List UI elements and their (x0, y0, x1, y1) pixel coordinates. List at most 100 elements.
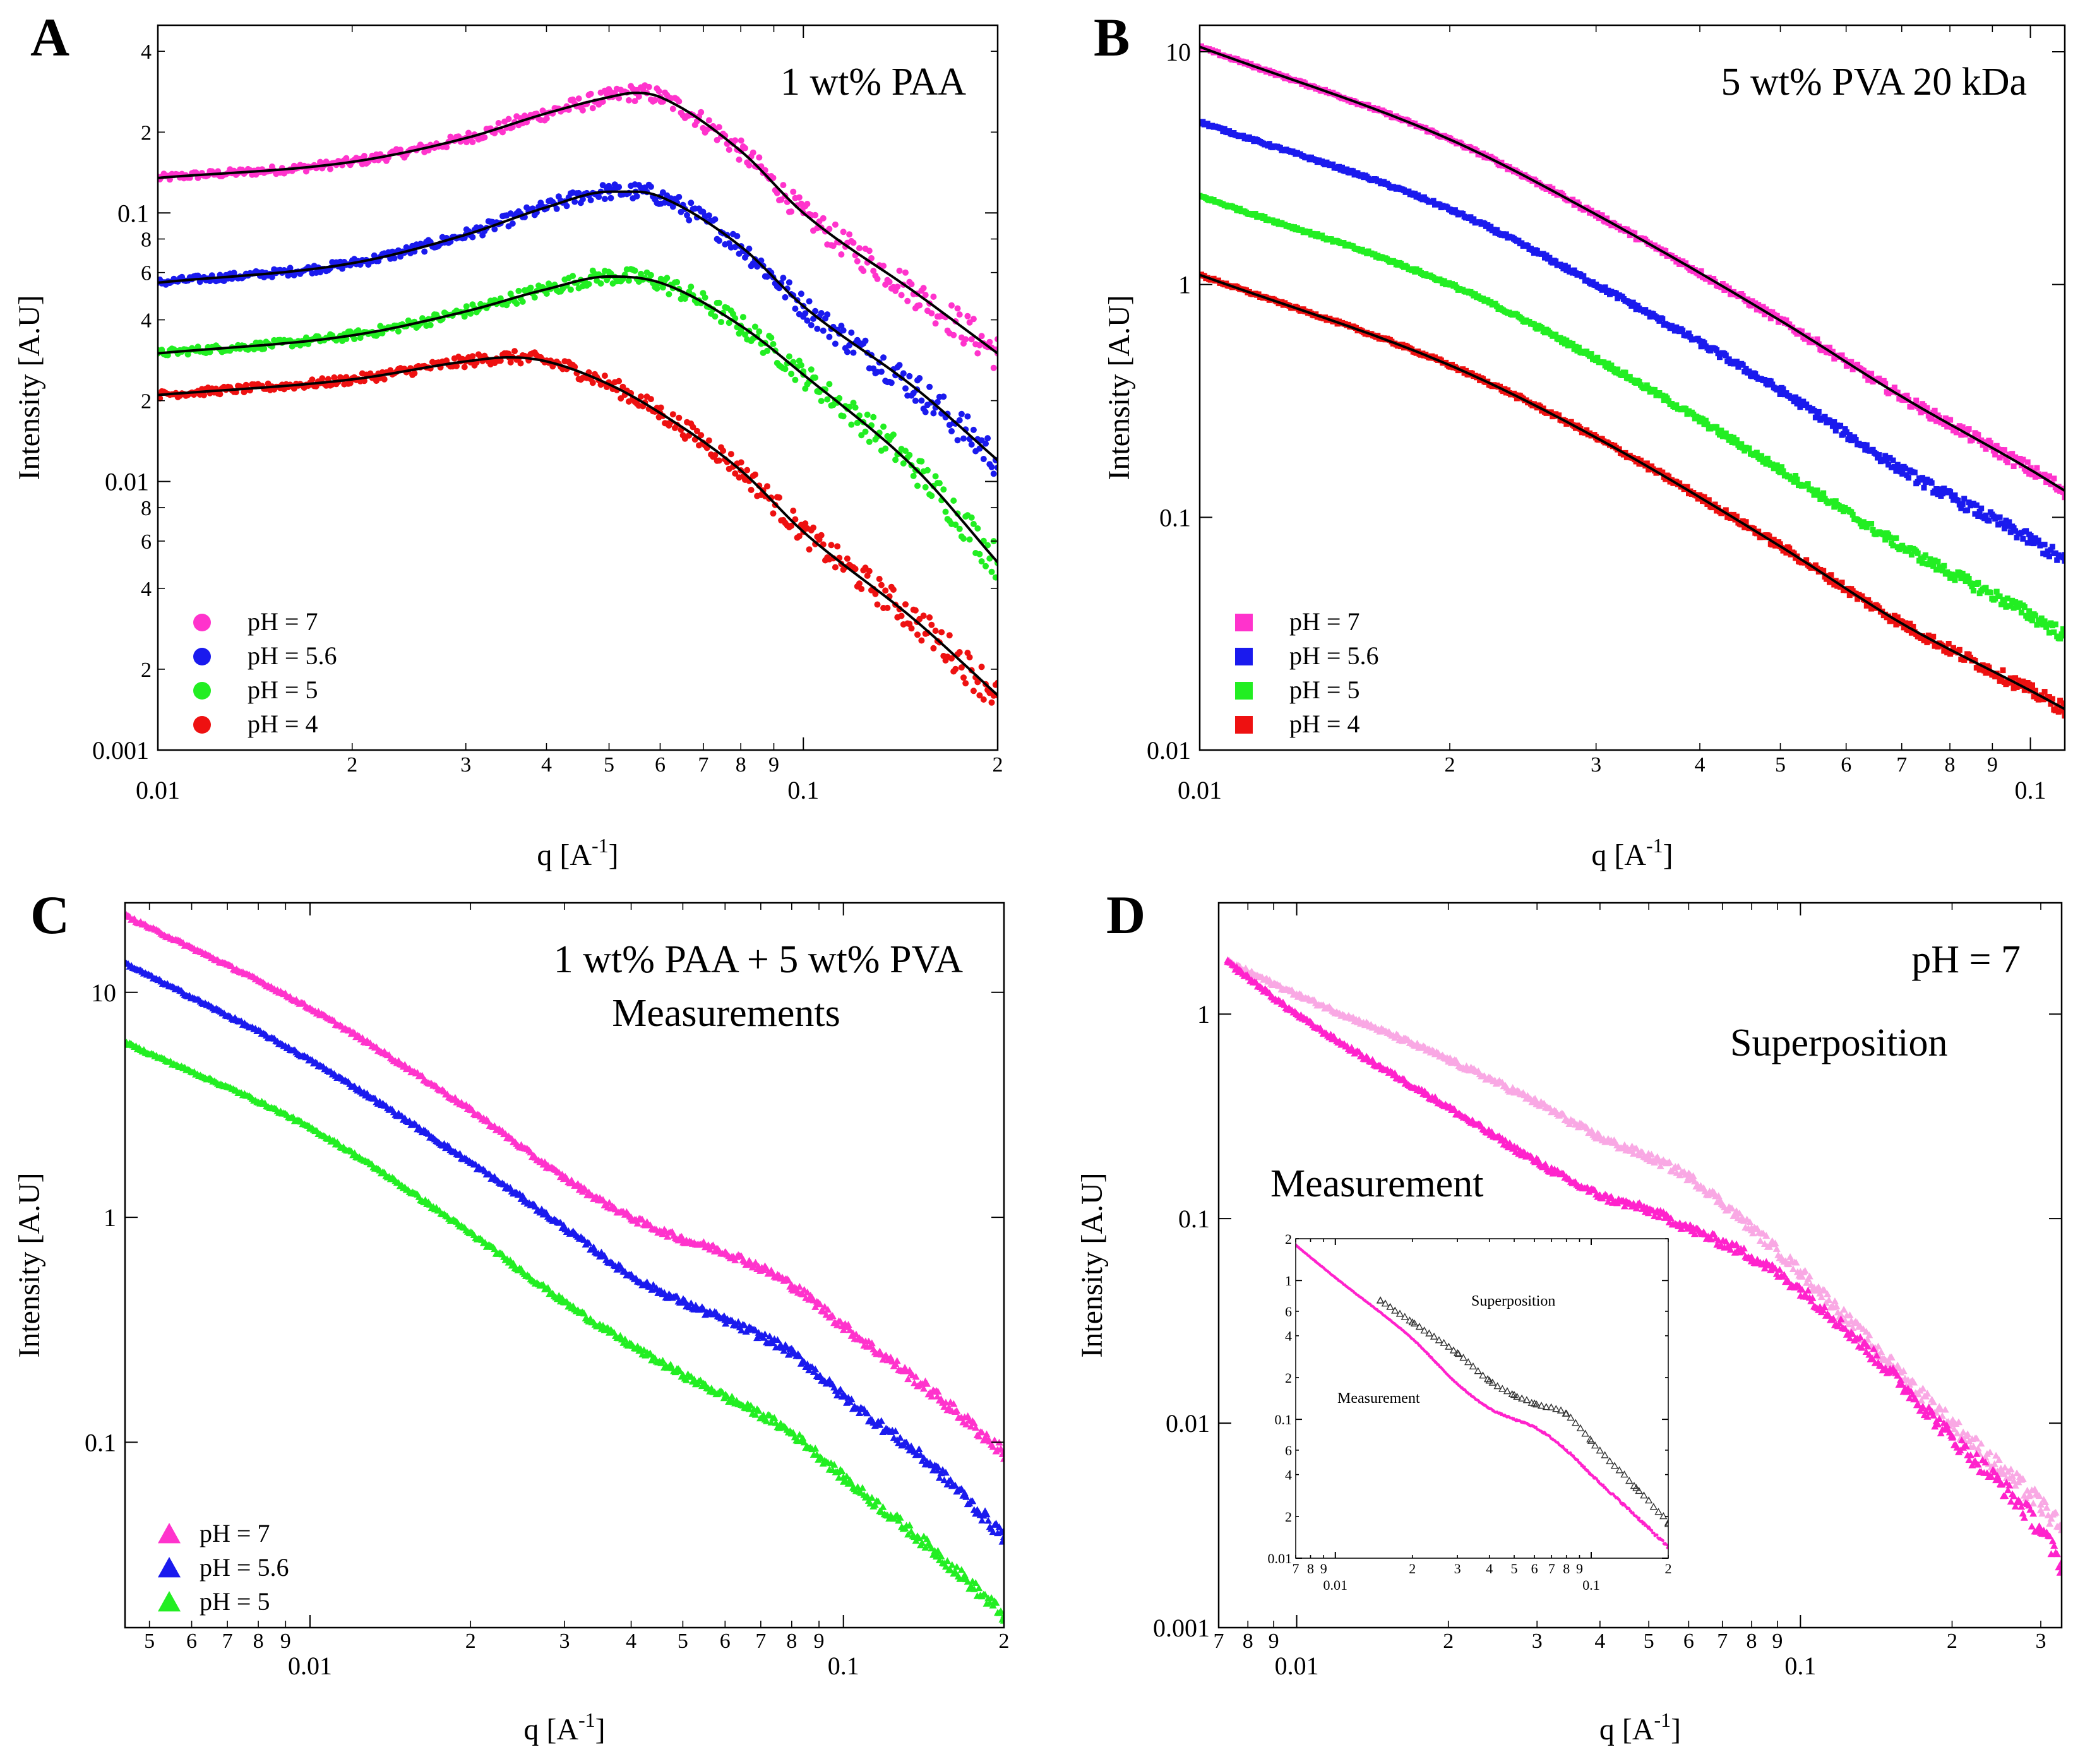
data-point (1656, 318, 1663, 324)
data-point (595, 194, 602, 200)
data-point (750, 149, 756, 156)
data-point (1588, 351, 1594, 357)
data-point (1876, 375, 1882, 381)
data-point (664, 1232, 672, 1240)
data-point (1774, 313, 1780, 319)
data-point (1659, 392, 1666, 398)
data-point (2049, 696, 2055, 702)
data-point (1805, 332, 1811, 338)
data-point (1460, 211, 1466, 217)
data-point (1993, 443, 2000, 449)
data-point (902, 385, 909, 392)
data-point (954, 437, 961, 444)
data-point (932, 628, 939, 635)
data-point (1740, 444, 1746, 451)
data-point (693, 427, 700, 434)
data-point (2014, 534, 2020, 540)
data-point (918, 637, 925, 644)
data-point (934, 1388, 942, 1395)
data-point (1890, 617, 1896, 624)
data-point (589, 379, 596, 386)
data-point (1485, 222, 1491, 228)
data-point (1846, 432, 1853, 438)
data-point (2058, 631, 2065, 638)
data-point (844, 349, 851, 355)
data-point (2062, 552, 2065, 558)
data-point (347, 379, 354, 386)
data-point (2001, 600, 2007, 606)
data-point (2032, 688, 2038, 694)
data-point (1986, 664, 1992, 670)
data-point (1697, 272, 1703, 278)
data-point (2007, 529, 2014, 535)
data-point (811, 1303, 820, 1310)
data-point (1920, 560, 1925, 566)
data-point (1000, 1533, 1004, 1540)
data-point (837, 1318, 844, 1325)
data-point (1956, 647, 1962, 653)
data-point (2010, 685, 2017, 691)
data-point (1596, 215, 1602, 222)
data-point (2023, 468, 2029, 474)
data-point (872, 590, 879, 597)
data-point (1646, 385, 1652, 391)
data-point (880, 354, 887, 361)
data-point (904, 297, 911, 304)
data-point (950, 1400, 958, 1407)
y-major-tick-label: 0.1 (117, 199, 149, 227)
series-ph-7 (125, 911, 1004, 1462)
data-point (1906, 627, 1911, 633)
data-point (812, 212, 819, 218)
data-point (1365, 102, 1371, 109)
data-point (1683, 260, 1689, 266)
data-point (810, 316, 816, 322)
data-point (2051, 629, 2057, 635)
data-point (1663, 476, 1669, 482)
data-point (688, 200, 695, 206)
data-point (948, 655, 955, 662)
data-point (940, 1403, 948, 1410)
data-point (2028, 533, 2034, 539)
data-point (1829, 498, 1836, 504)
data-point (746, 246, 753, 252)
data-point (2006, 519, 2012, 525)
data-point (2000, 597, 2006, 603)
data-point (1607, 366, 1613, 372)
data-point (1763, 306, 1769, 313)
data-point (2034, 622, 2040, 628)
data-point (1339, 164, 1345, 170)
data-point (1962, 578, 1969, 584)
legend-marker (193, 614, 211, 631)
data-point (912, 397, 919, 404)
data-point (1860, 519, 1867, 525)
data-point (1966, 426, 1972, 432)
data-point (978, 333, 985, 340)
data-point (453, 362, 460, 369)
data-point (956, 417, 963, 424)
data-point (2052, 550, 2058, 556)
data-point (1759, 453, 1765, 459)
data-point (1715, 350, 1721, 357)
data-point (1803, 557, 1810, 563)
data-point (1935, 491, 1941, 498)
data-point (1666, 474, 1672, 480)
data-point (796, 1283, 804, 1290)
data-point (1860, 367, 1867, 374)
data-point (1882, 453, 1889, 459)
y-minor-tick-label: 2 (141, 659, 152, 682)
data-point (1814, 487, 1820, 494)
data-point (1497, 383, 1503, 390)
data-point (1896, 464, 1903, 470)
data-point (563, 203, 570, 210)
data-point (1780, 386, 1786, 392)
data-point (1828, 419, 1834, 426)
data-point (774, 189, 780, 196)
data-point (1749, 373, 1755, 379)
data-point (2041, 542, 2048, 548)
data-point (784, 1276, 792, 1284)
data-point (796, 194, 803, 201)
data-point (788, 522, 795, 529)
data-point (970, 316, 977, 323)
data-point (2046, 694, 2052, 700)
data-point (1266, 141, 1272, 147)
